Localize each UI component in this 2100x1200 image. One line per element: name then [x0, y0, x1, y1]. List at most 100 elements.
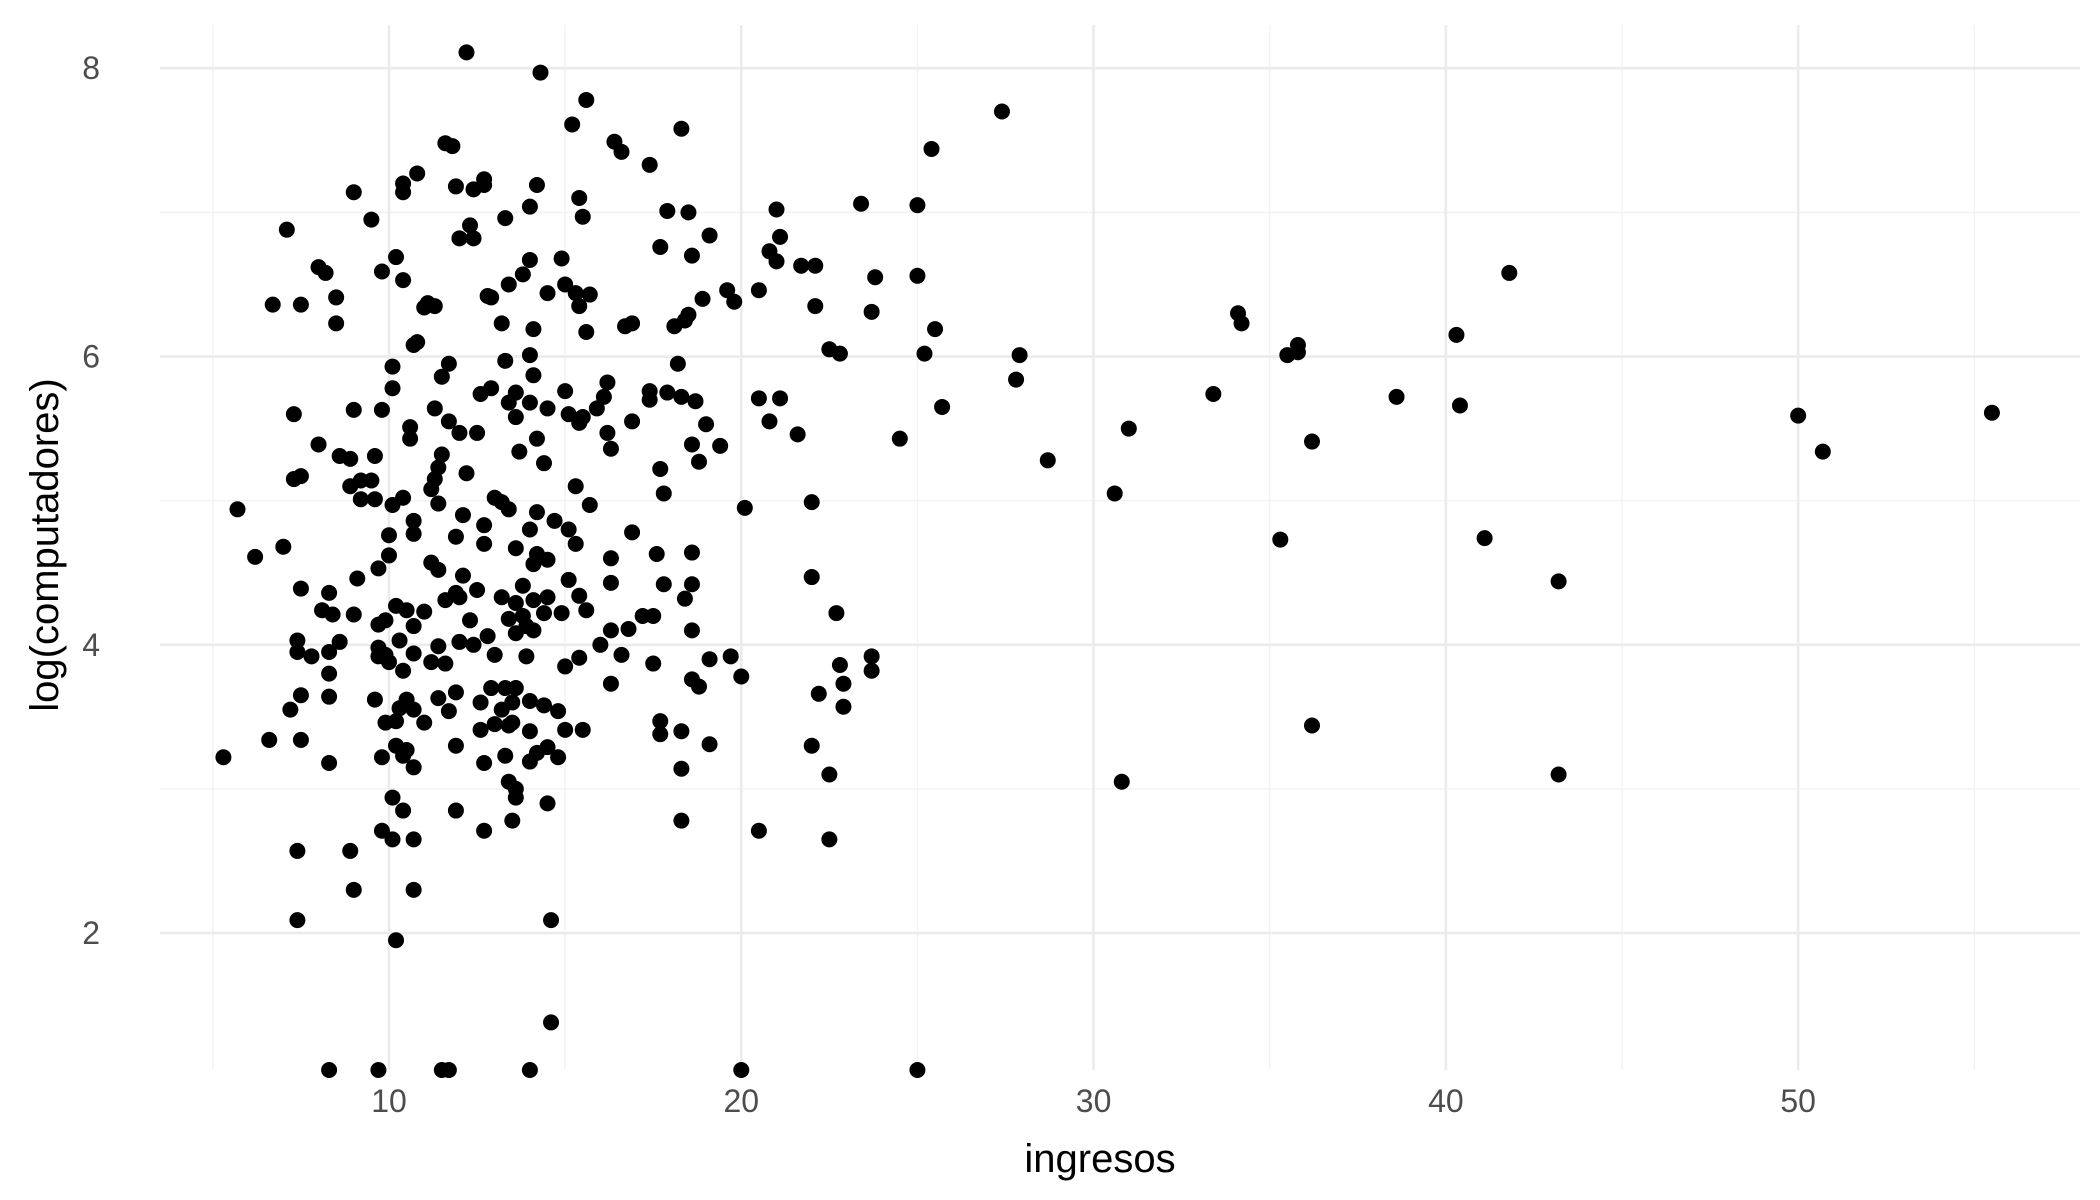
data-point	[373, 749, 390, 766]
data-point	[507, 789, 524, 806]
data-point	[282, 701, 299, 718]
data-point	[581, 496, 598, 513]
data-point	[321, 584, 338, 601]
data-point	[405, 881, 422, 898]
data-point	[289, 842, 306, 859]
data-point	[528, 176, 545, 193]
data-point	[476, 822, 493, 839]
data-point	[395, 662, 412, 679]
data-point	[416, 603, 433, 620]
data-point	[687, 393, 704, 410]
data-point	[303, 648, 320, 665]
data-point	[532, 64, 549, 81]
data-point	[588, 400, 605, 417]
data-point	[328, 289, 345, 306]
data-point	[1304, 717, 1320, 734]
data-point	[395, 272, 412, 289]
data-point	[440, 703, 457, 720]
data-point	[507, 409, 524, 426]
data-point	[398, 742, 415, 759]
data-point	[1448, 326, 1465, 343]
data-point	[342, 450, 359, 467]
data-point	[659, 384, 676, 401]
data-point	[602, 440, 619, 457]
data-point	[476, 176, 493, 193]
data-point	[500, 610, 517, 627]
data-point	[676, 590, 693, 607]
data-point	[321, 754, 338, 771]
data-point	[458, 465, 475, 482]
data-point	[292, 296, 309, 313]
data-point	[380, 547, 397, 564]
data-point	[465, 230, 482, 247]
data-point	[536, 697, 552, 714]
data-point	[507, 540, 524, 557]
data-point	[574, 721, 591, 738]
data-point	[641, 391, 658, 408]
data-point	[430, 561, 447, 578]
data-point	[602, 574, 619, 591]
data-point	[867, 269, 884, 286]
data-point	[292, 687, 309, 704]
data-point	[395, 184, 412, 201]
data-point	[486, 646, 503, 663]
data-point	[370, 560, 387, 577]
data-point	[835, 675, 852, 692]
data-point	[451, 589, 468, 606]
data-point	[680, 306, 697, 323]
data-point	[395, 802, 412, 819]
data-point	[652, 238, 669, 255]
data-point	[405, 512, 422, 529]
data-point	[578, 602, 595, 619]
data-point	[391, 632, 408, 649]
data-point	[328, 315, 345, 332]
data-point	[476, 535, 493, 552]
data-point	[504, 714, 521, 731]
data-point	[539, 739, 556, 756]
data-point	[289, 912, 306, 929]
data-point	[472, 721, 489, 738]
data-point	[571, 189, 588, 206]
data-point	[324, 606, 341, 623]
data-point	[363, 472, 380, 489]
data-point	[447, 802, 464, 819]
data-point	[289, 644, 306, 660]
data-point	[863, 662, 880, 679]
data-point	[669, 355, 686, 372]
data-point	[620, 620, 637, 637]
data-point	[285, 406, 302, 423]
data-point	[1120, 420, 1137, 437]
data-point	[641, 156, 658, 173]
data-point	[384, 831, 401, 848]
data-point	[345, 184, 362, 201]
data-point	[493, 589, 510, 606]
data-point	[321, 665, 338, 682]
data-point	[521, 251, 538, 268]
data-point	[440, 413, 457, 430]
data-point	[331, 633, 348, 650]
data-point	[761, 413, 778, 430]
data-point	[539, 795, 556, 812]
data-point	[645, 607, 662, 624]
data-point	[733, 668, 750, 685]
data-point	[536, 455, 552, 472]
data-point	[514, 266, 531, 283]
data-point	[807, 298, 824, 315]
data-point	[352, 491, 369, 508]
data-point	[793, 257, 810, 274]
data-point	[349, 570, 366, 587]
data-point	[321, 1062, 338, 1078]
data-point	[289, 632, 306, 649]
data-point	[430, 495, 447, 512]
data-point	[507, 594, 524, 611]
data-point	[451, 633, 468, 650]
data-point	[366, 447, 383, 464]
data-point	[345, 606, 362, 623]
data-point	[1106, 485, 1123, 502]
data-point	[574, 208, 591, 225]
data-point	[384, 789, 401, 806]
data-point	[1476, 530, 1493, 547]
data-point	[1790, 407, 1807, 424]
data-point	[469, 424, 486, 441]
data-point	[483, 680, 500, 697]
